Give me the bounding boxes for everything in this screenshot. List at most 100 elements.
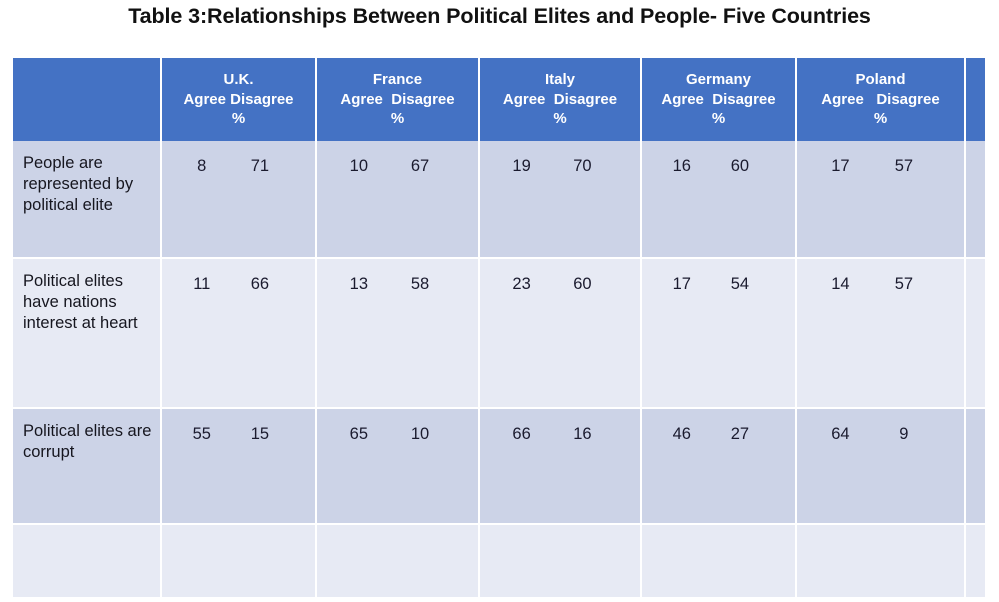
header-disagree-italy: Disagree xyxy=(553,90,618,108)
agree-value: 46 xyxy=(672,425,691,443)
row-label xyxy=(13,524,162,599)
agree-value: 23 xyxy=(512,275,531,293)
cell-poland: 14 57 xyxy=(796,258,966,409)
cell-france: 13 58 xyxy=(316,258,480,409)
header-country-poland: Poland xyxy=(855,70,906,88)
value-pair: 13 58 xyxy=(317,275,478,297)
row-label: Political elites have nations interest a… xyxy=(13,258,162,409)
elites-people-table: U.K. Agree Disagree % France Agree Disag… xyxy=(13,58,985,599)
disagree-value: 66 xyxy=(250,275,270,293)
disagree-value: 57 xyxy=(894,275,914,293)
value-pair: 17 57 xyxy=(797,157,964,179)
cell-spacer xyxy=(965,524,985,599)
cell-germany: 17 54 xyxy=(641,258,797,409)
disagree-value: 58 xyxy=(410,275,430,293)
value-pair: 19 70 xyxy=(480,157,640,179)
disagree-value: 70 xyxy=(573,157,592,175)
value-pair: 16 60 xyxy=(642,157,795,179)
table-row xyxy=(13,524,985,599)
disagree-value: 60 xyxy=(730,157,750,175)
cell-poland: 17 57 xyxy=(796,141,966,259)
header-country-germany: Germany xyxy=(685,70,752,88)
value-pair: 66 16 xyxy=(480,425,640,447)
header-agree-poland: Agree xyxy=(821,90,864,108)
agree-value: 19 xyxy=(512,157,531,175)
cell-spacer xyxy=(965,141,985,259)
agree-value: 11 xyxy=(193,275,211,293)
header-subcols-uk: Agree Disagree xyxy=(166,90,311,110)
header-unit-germany: % xyxy=(711,110,726,128)
disagree-value: 71 xyxy=(250,157,270,175)
agree-value: 55 xyxy=(192,425,211,443)
cell-uk: 11 66 xyxy=(161,258,317,409)
disagree-value: 57 xyxy=(894,157,914,175)
disagree-value: 10 xyxy=(410,425,430,443)
header-subcols-germany: Agree Disagree xyxy=(646,90,791,110)
value-pair: 46 27 xyxy=(642,425,795,447)
cell-italy: 19 70 xyxy=(479,141,642,259)
cell-spacer xyxy=(965,408,985,525)
cell-poland: 64 9 xyxy=(796,408,966,525)
disagree-value: 16 xyxy=(573,425,592,443)
header-agree-italy: Agree xyxy=(502,90,546,108)
cell-uk: 8 71 xyxy=(161,141,317,259)
cell-germany: 16 60 xyxy=(641,141,797,259)
disagree-value: 54 xyxy=(730,275,750,293)
header-cell-italy: Italy Agree Disagree % xyxy=(479,58,642,141)
value-pair: 55 15 xyxy=(162,425,315,447)
agree-value: 17 xyxy=(672,275,691,293)
value-pair: 64 9 xyxy=(797,425,964,447)
header-disagree-france: Disagree xyxy=(391,90,455,108)
header-disagree-uk: Disagree xyxy=(230,90,294,108)
agree-value: 65 xyxy=(349,425,369,443)
disagree-value: 67 xyxy=(410,157,430,175)
cell-france: 65 10 xyxy=(316,408,480,525)
header-cell-poland: Poland Agree Disagree % xyxy=(796,58,966,141)
value-pair: 8 71 xyxy=(162,157,315,179)
header-row: U.K. Agree Disagree % France Agree Disag… xyxy=(13,58,985,141)
disagree-value: 9 xyxy=(899,425,909,443)
value-pair: 14 57 xyxy=(797,275,964,297)
cell-uk xyxy=(161,524,317,599)
agree-value: 13 xyxy=(349,275,369,293)
row-label: Political elites are corrupt xyxy=(13,408,162,525)
header-subcols-france: Agree Disagree xyxy=(321,90,474,110)
row-label: People are represented by political elit… xyxy=(13,141,162,259)
header-disagree-germany: Disagree xyxy=(712,90,776,108)
header-agree-france: Agree xyxy=(340,90,383,108)
table-row: Political elites are corrupt 55 15 65 10 xyxy=(13,408,985,525)
disagree-value: 27 xyxy=(730,425,750,443)
cell-uk: 55 15 xyxy=(161,408,317,525)
table-row: People are represented by political elit… xyxy=(13,141,985,259)
cell-italy xyxy=(479,524,642,599)
cell-italy: 23 60 xyxy=(479,258,642,409)
header-agree-uk: Agree xyxy=(183,90,226,108)
agree-value: 10 xyxy=(349,157,369,175)
header-disagree-poland: Disagree xyxy=(876,90,940,108)
disagree-value: 60 xyxy=(573,275,592,293)
header-cell-france: France Agree Disagree % xyxy=(316,58,480,141)
header-unit-france: % xyxy=(390,110,405,128)
header-country-uk: U.K. xyxy=(223,70,254,88)
value-pair: 10 67 xyxy=(317,157,478,179)
header-unit-uk: % xyxy=(231,110,246,128)
cell-germany: 46 27 xyxy=(641,408,797,525)
header-agree-germany: Agree xyxy=(661,90,704,108)
cell-poland xyxy=(796,524,966,599)
value-pair: 11 66 xyxy=(162,275,315,297)
cell-germany xyxy=(641,524,797,599)
table-header: U.K. Agree Disagree % France Agree Disag… xyxy=(13,58,985,141)
value-pair: 17 54 xyxy=(642,275,795,297)
table-row: Political elites have nations interest a… xyxy=(13,258,985,409)
header-unit-poland: % xyxy=(873,110,888,128)
cell-spacer xyxy=(965,258,985,409)
cell-italy: 66 16 xyxy=(479,408,642,525)
table-title: Table 3:Relationships Between Political … xyxy=(128,4,871,28)
agree-value: 64 xyxy=(831,425,850,443)
agree-value: 14 xyxy=(831,275,850,293)
agree-value: 8 xyxy=(197,157,207,175)
header-cell-germany: Germany Agree Disagree % xyxy=(641,58,797,141)
header-subcols-italy: Agree Disagree xyxy=(484,90,636,110)
header-unit-italy: % xyxy=(553,110,567,128)
